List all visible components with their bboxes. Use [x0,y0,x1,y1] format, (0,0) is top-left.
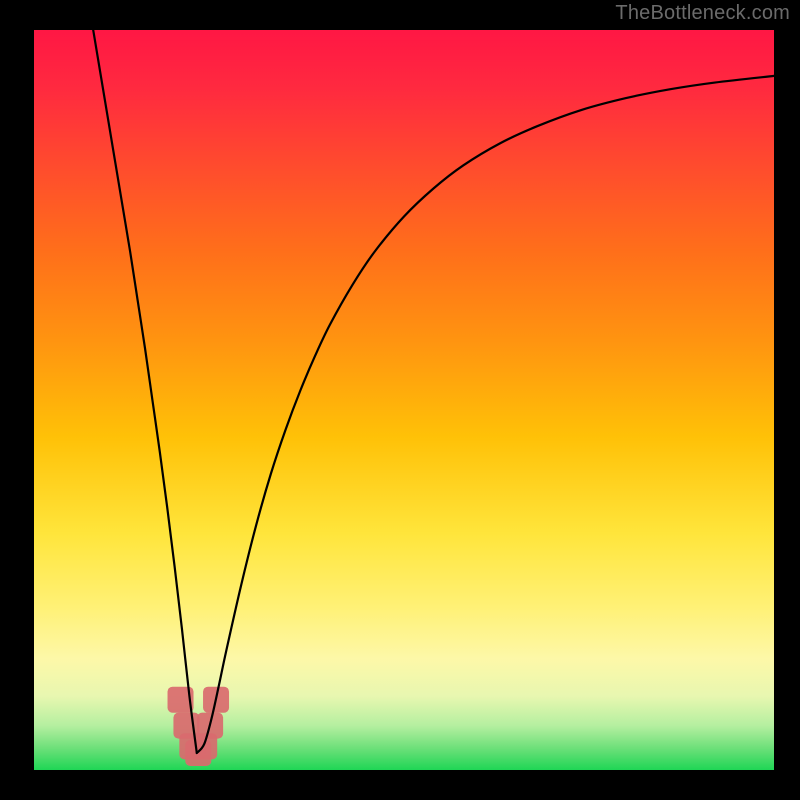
chart-stage: TheBottleneck.com [0,0,800,800]
plot-background [34,30,774,770]
attribution-label: TheBottleneck.com [615,2,790,25]
bottleneck-chart [0,0,800,800]
